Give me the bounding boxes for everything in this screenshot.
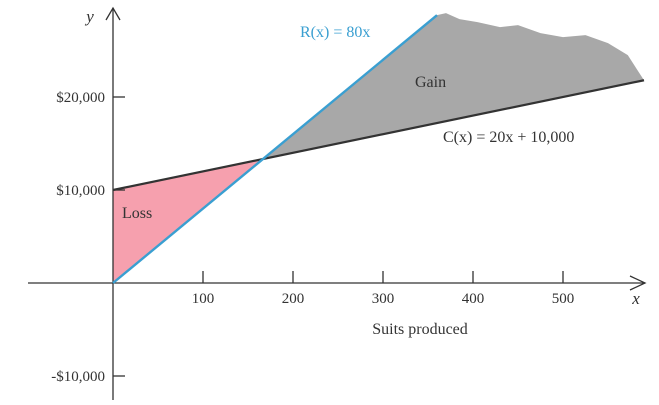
- gain-label: Gain: [415, 74, 446, 91]
- x-tick-label: 200: [282, 291, 305, 307]
- x-axis-ticks: 100 200 300 400 500: [192, 271, 575, 307]
- cost-line: [112, 79, 645, 192]
- x-axis-label: Suits produced: [372, 321, 468, 338]
- x-tick-label: 100: [192, 291, 215, 307]
- cost-label: C(x) = 20x + 10,000: [443, 129, 574, 146]
- x-tick-label: 500: [552, 291, 575, 307]
- x-axis-arrow-icon: [629, 275, 647, 291]
- gain-region: [263, 13, 644, 159]
- y-axis-arrow-icon: [105, 6, 121, 21]
- x-tick-label: 300: [372, 291, 395, 307]
- y-tick-label: -$10,000: [51, 369, 105, 385]
- revenue-label: R(x) = 80x: [300, 24, 370, 41]
- x-axis-letter: x: [631, 289, 640, 308]
- x-tick-label: 400: [462, 291, 485, 307]
- y-tick-label: $10,000: [56, 183, 105, 199]
- revenue-line: [112, 14, 438, 284]
- y-axis-letter: y: [84, 7, 94, 26]
- y-tick-label: $20,000: [56, 90, 105, 106]
- y-axis-ticks: -$10,000 $10,000 $20,000: [51, 90, 125, 385]
- loss-label: Loss: [122, 205, 152, 222]
